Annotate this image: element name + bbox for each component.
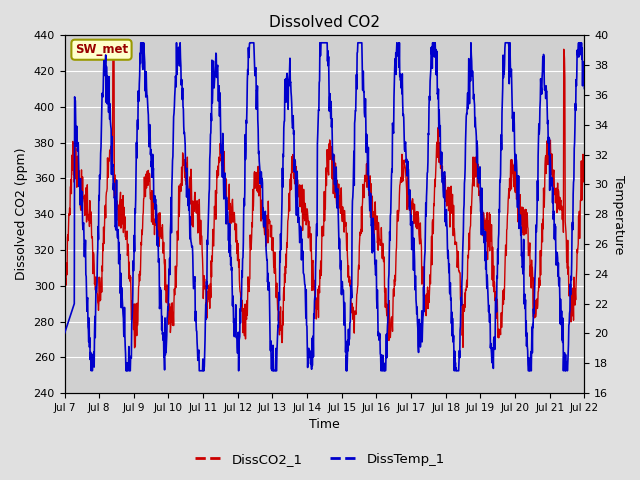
Y-axis label: Temperature: Temperature: [612, 175, 625, 254]
X-axis label: Time: Time: [309, 419, 340, 432]
Y-axis label: Dissolved CO2 (ppm): Dissolved CO2 (ppm): [15, 148, 28, 280]
Title: Dissolved CO2: Dissolved CO2: [269, 15, 380, 30]
Text: SW_met: SW_met: [75, 43, 128, 56]
Legend: DissCO2_1, DissTemp_1: DissCO2_1, DissTemp_1: [190, 447, 450, 471]
